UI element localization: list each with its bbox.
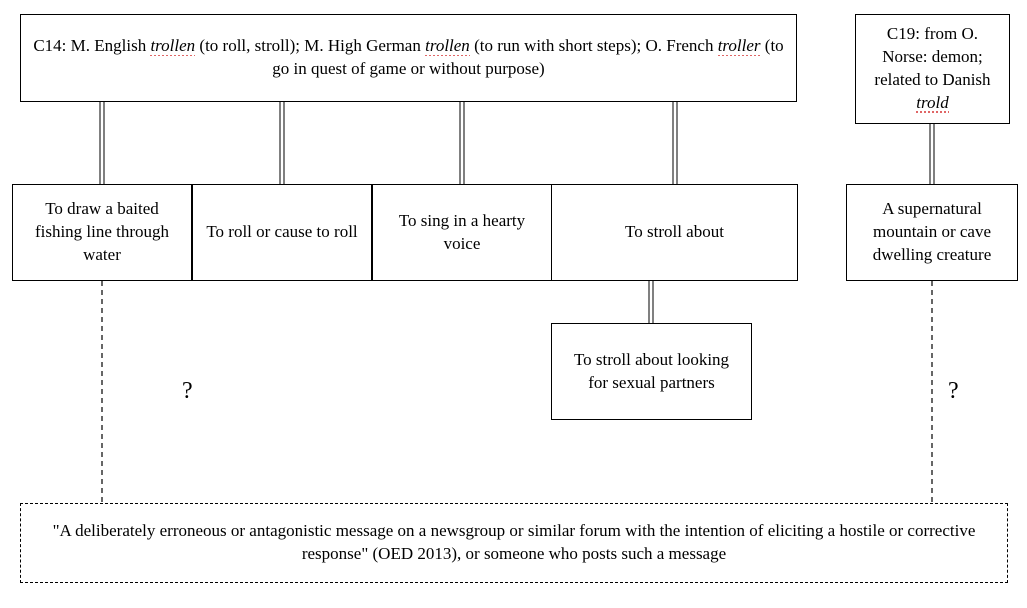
etymology-right-box: C19: from O. Norse: demon; related to Da… <box>855 14 1010 124</box>
def-fishing-box: To draw a baited fishing line through wa… <box>12 184 192 281</box>
def-roll-text: To roll or cause to roll <box>206 221 357 244</box>
def-sexual-text: To stroll about looking for sexual partn… <box>564 349 739 395</box>
def-creature-text: A supernatural mountain or cave dwelling… <box>859 198 1005 267</box>
def-roll-box: To roll or cause to roll <box>192 184 372 281</box>
def-sing-text: To sing in a hearty voice <box>385 210 539 256</box>
modern-def-box: "A deliberately erroneous or antagonisti… <box>20 503 1008 583</box>
etymology-left-text: C14: M. English trollen (to roll, stroll… <box>33 35 784 81</box>
def-creature-box: A supernatural mountain or cave dwelling… <box>846 184 1018 281</box>
def-stroll-text: To stroll about <box>625 221 724 244</box>
etymology-right-text: C19: from O. Norse: demon; related to Da… <box>868 23 997 115</box>
def-sing-box: To sing in a hearty voice <box>372 184 552 281</box>
qmark-left: ? <box>182 378 193 405</box>
def-stroll-box: To stroll about <box>551 184 798 281</box>
modern-def-text: "A deliberately erroneous or antagonisti… <box>41 520 987 566</box>
def-sexual-box: To stroll about looking for sexual partn… <box>551 323 752 420</box>
qmark-right: ? <box>948 378 959 405</box>
etymology-left-box: C14: M. English trollen (to roll, stroll… <box>20 14 797 102</box>
def-fishing-text: To draw a baited fishing line through wa… <box>25 198 179 267</box>
